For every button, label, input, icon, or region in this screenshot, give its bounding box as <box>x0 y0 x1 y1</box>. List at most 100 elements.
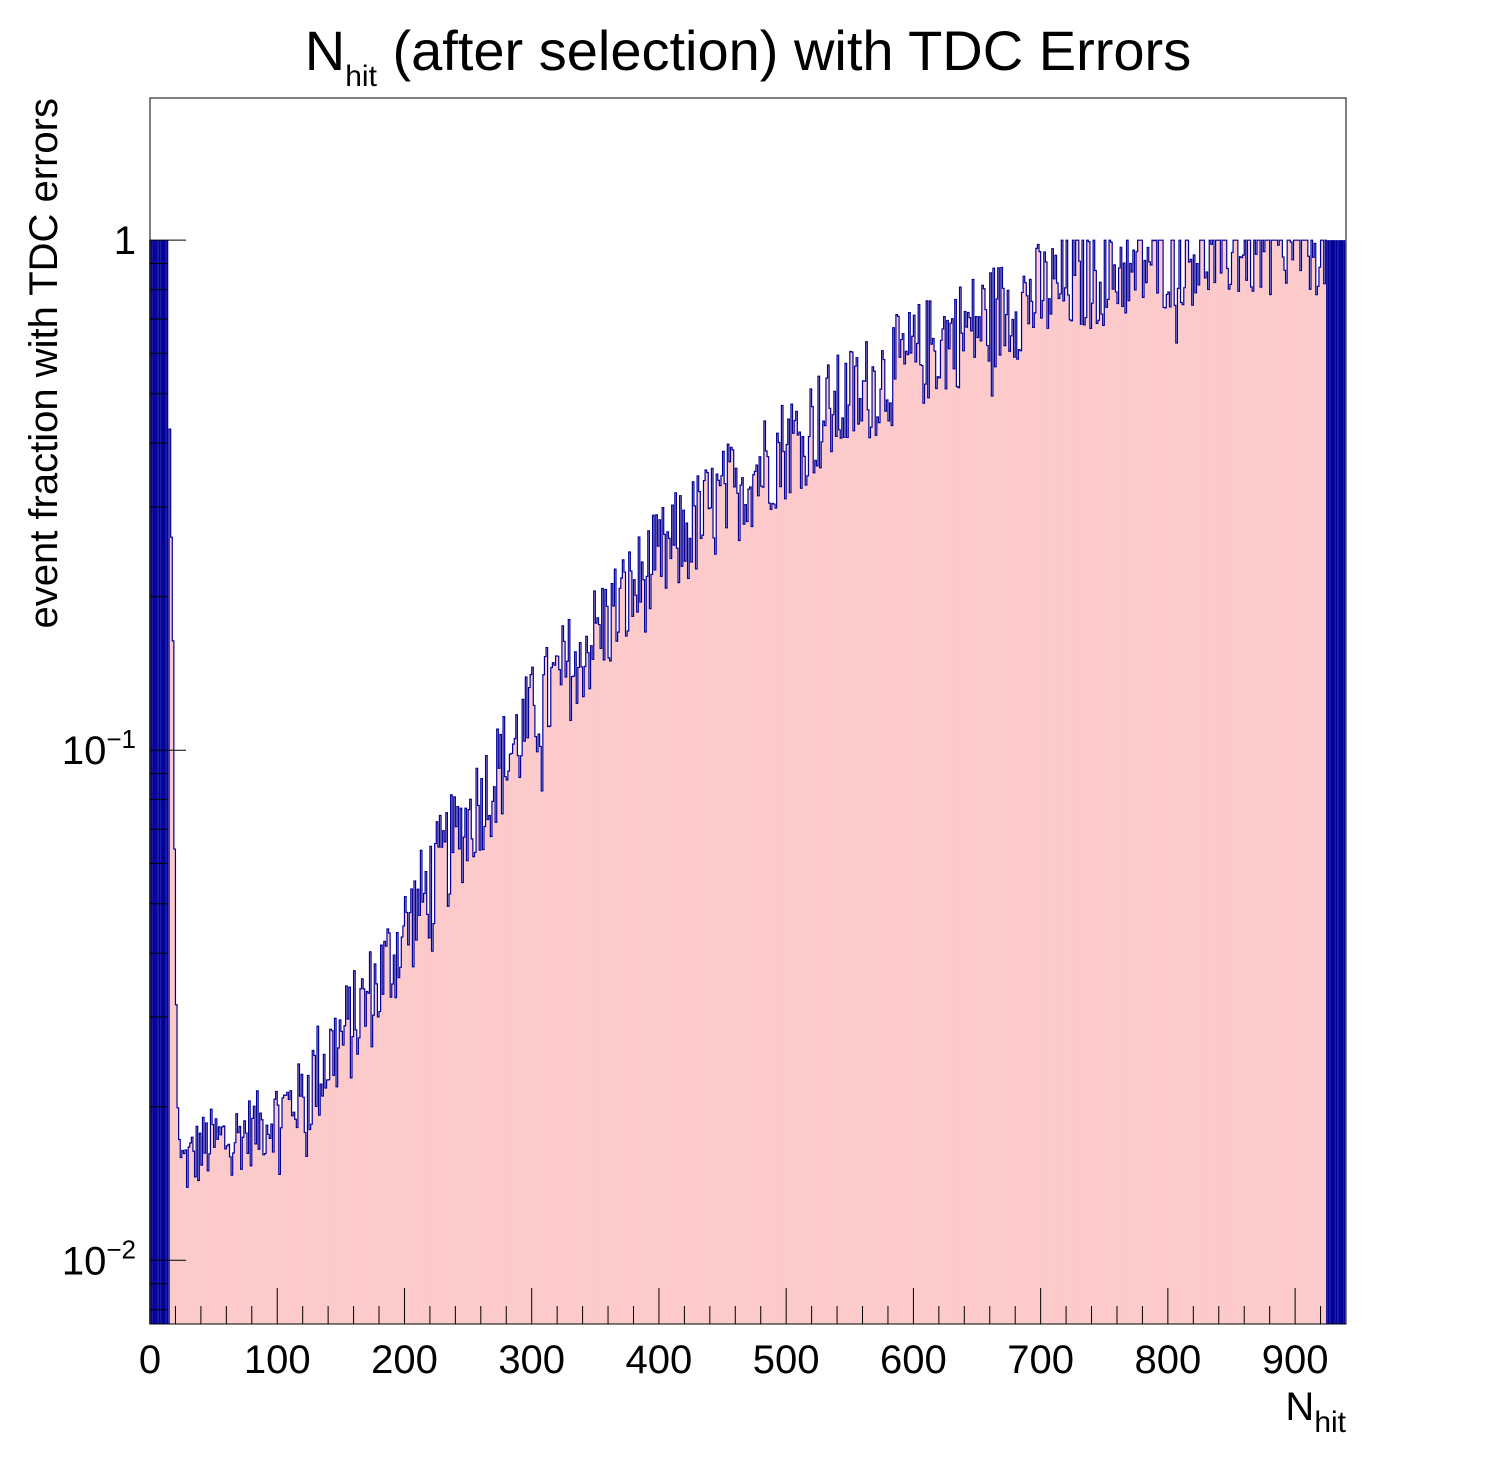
histogram-bar <box>479 850 482 1324</box>
plot-frame <box>149 97 1347 1325</box>
histogram-bar <box>744 504 747 1324</box>
histogram-bar <box>541 790 544 1324</box>
histogram-bar <box>170 537 173 1324</box>
histogram-bar <box>1032 327 1035 1325</box>
histogram-bar <box>700 538 703 1324</box>
histogram-bar <box>654 569 657 1324</box>
histogram-bar <box>652 515 655 1324</box>
histogram-bar <box>1123 263 1126 1325</box>
histogram-bar <box>480 778 483 1324</box>
histogram-bar <box>199 1133 202 1324</box>
histogram-bar <box>1285 283 1288 1325</box>
histogram-bar <box>337 1048 340 1324</box>
histogram-bar <box>1309 289 1312 1325</box>
histogram-bar <box>1299 270 1302 1324</box>
histogram-bar <box>965 327 968 1324</box>
x-tick-label: 600 <box>880 1338 947 1382</box>
histogram-bar <box>806 475 809 1324</box>
histogram-bar <box>321 1096 324 1324</box>
histogram-bar <box>650 574 653 1324</box>
histogram-bar <box>740 485 742 1324</box>
histogram-bar <box>1012 319 1014 1324</box>
histogram-bar <box>1040 318 1043 1325</box>
histogram-bar <box>814 460 817 1324</box>
histogram-bar <box>692 481 695 1325</box>
histogram-bar <box>790 404 793 1324</box>
histogram-bar <box>517 755 520 1324</box>
histogram-bar <box>681 566 684 1324</box>
histogram-bar <box>1142 297 1145 1325</box>
histogram-bar <box>503 716 505 1324</box>
histogram-bar <box>523 741 526 1324</box>
histogram-bar <box>800 488 803 1324</box>
histogram-bar <box>1198 284 1200 1325</box>
histogram-bar <box>738 540 741 1324</box>
histogram-bar <box>992 268 995 1324</box>
histogram-bar <box>412 966 415 1324</box>
histogram-bar <box>569 720 572 1324</box>
histogram-bar <box>1031 301 1033 1324</box>
histogram-bar <box>685 523 688 1324</box>
histogram-bar <box>767 456 769 1325</box>
histogram-bar <box>601 588 604 1324</box>
histogram-bar <box>622 559 625 1324</box>
histogram-bar <box>1148 261 1151 1324</box>
histogram-bar <box>620 578 623 1324</box>
histogram-bar <box>247 1153 249 1324</box>
histogram-bar <box>943 316 946 1324</box>
histogram-bar <box>188 1147 191 1324</box>
histogram-bar <box>234 1142 237 1324</box>
histogram-bar <box>910 352 913 1325</box>
histogram-bar <box>627 630 630 1324</box>
histogram-bar <box>550 667 553 1324</box>
histogram-bar <box>453 796 456 1324</box>
histogram-bar <box>267 1134 270 1324</box>
histogram-bar <box>178 1139 181 1324</box>
histogram-bar <box>1221 240 1224 1325</box>
histogram-bar <box>1172 240 1175 1325</box>
histogram-bar <box>895 314 898 1325</box>
histogram-bar <box>340 1031 343 1324</box>
histogram-bar <box>1269 294 1272 1324</box>
histogram-bar <box>889 403 892 1324</box>
histogram-bar <box>331 1030 334 1324</box>
histogram-bar <box>1097 320 1100 1324</box>
histogram-bar <box>184 1150 187 1324</box>
histogram-bar <box>884 411 887 1325</box>
histogram-bar <box>391 983 394 1324</box>
histogram-bar <box>802 436 804 1324</box>
histogram-bar <box>668 538 671 1324</box>
histogram-bar <box>887 420 890 1324</box>
histogram-bar <box>323 1054 326 1324</box>
histogram-bar <box>994 366 997 1324</box>
histogram-bar <box>1145 282 1148 1324</box>
histogram-bar <box>751 526 754 1324</box>
histogram-bar <box>1004 345 1006 1325</box>
histogram-bar <box>1153 240 1156 1325</box>
histogram-bar <box>275 1091 278 1324</box>
histogram-bar <box>1128 300 1130 1325</box>
histogram-bar <box>1027 323 1030 1324</box>
histogram-bar <box>759 456 762 1324</box>
histogram-bar <box>1021 292 1024 1325</box>
histogram-bar <box>953 368 956 1324</box>
histogram-bar <box>1295 240 1297 1325</box>
histogram-bar <box>1131 272 1134 1324</box>
histogram-bar <box>732 449 734 1324</box>
histogram-bar <box>1034 312 1037 1324</box>
histogram-bar <box>716 474 719 1324</box>
histogram-bar <box>927 397 930 1324</box>
y-tick-label: 10−2 <box>62 1234 136 1283</box>
histogram-bar <box>749 486 752 1325</box>
histogram-bar <box>339 1020 342 1324</box>
histogram-bar <box>186 1187 189 1324</box>
histogram-bar <box>880 389 882 1324</box>
histogram-bar <box>876 416 879 1324</box>
histogram-bar <box>748 489 750 1324</box>
histogram-bar <box>294 1119 297 1324</box>
histogram-bar <box>1053 278 1056 1324</box>
histogram-bar <box>789 492 792 1324</box>
histogram-bar <box>848 405 851 1325</box>
histogram-bar <box>608 657 610 1324</box>
